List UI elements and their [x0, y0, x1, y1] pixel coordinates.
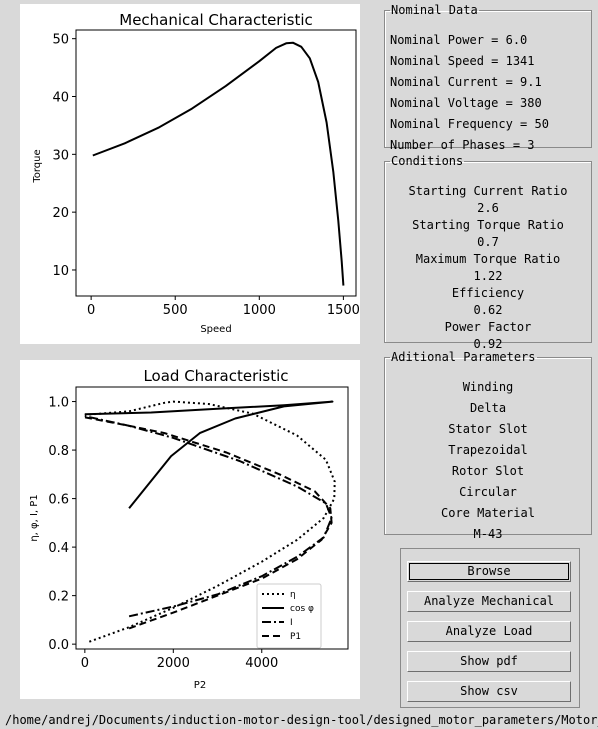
starting-current-ratio-value: 2.6 [477, 201, 499, 215]
mechanical-y-tick-label: 50 [52, 33, 69, 48]
nominal-speed: Nominal Speed = 1341 [390, 54, 535, 68]
load-x-tick-label: 2000 [157, 656, 190, 671]
browse-button[interactable]: Browse [407, 561, 571, 582]
selected-file-path: /home/andrej/Documents/induction-motor-d… [5, 713, 598, 727]
mechanical-y-tick-label: 20 [52, 206, 69, 221]
conditions-group: Conditions Starting Current Ratio 2.6 St… [384, 154, 592, 351]
stator-slot-label: Stator Slot [448, 422, 528, 436]
mechanical-y-tick-label: 30 [52, 148, 69, 163]
mechanical-characteristic-chart: Mechanical Characteristic 0 500 1000 1500 10… [32, 11, 360, 335]
nominal-data-legend: Nominal Data [391, 3, 478, 17]
load-x-axis-label: P2 [194, 680, 206, 691]
core-material-label: Core Material [441, 506, 535, 520]
mechanical-x-tick-label: 0 [87, 303, 95, 318]
mechanical-plot-panel: Mechanical Characteristic 0 500 1000 1500 10… [20, 4, 360, 344]
stator-slot-value: Trapezoidal [448, 443, 528, 457]
power-factor-label: Power Factor [444, 320, 532, 334]
load-legend: η cos φ I P1 [256, 583, 322, 649]
analyze-load-button[interactable]: Analyze Load [407, 621, 571, 642]
maximum-torque-ratio-label: Maximum Torque Ratio [415, 252, 561, 266]
starting-torque-ratio-label: Starting Torque Ratio [412, 218, 564, 232]
load-y-tick-label: 0.0 [48, 638, 69, 653]
nominal-frequency: Nominal Frequency = 50 [390, 117, 549, 131]
mechanical-x-axis-label: Speed [200, 324, 231, 335]
load-x-tick-label: 0 [81, 656, 89, 671]
winding-value: Delta [469, 401, 507, 415]
rotor-slot-value: Circular [459, 485, 517, 499]
mechanical-series-line-0 [92, 41, 345, 286]
maximum-torque-ratio-value: 1.22 [473, 269, 503, 283]
conditions-legend: Conditions [391, 154, 464, 168]
load-y-axis-label: η, φ, I, P1 [29, 494, 40, 541]
legend-cosphi-label: cos φ [290, 604, 314, 614]
mechanical-y-tick-label: 10 [52, 264, 69, 279]
load-characteristic-chart: Load Characteristic 0 2000 4000 0.0 0.2 0.4 0.… [29, 367, 349, 691]
mechanical-y-axis-label: Torque [32, 149, 43, 183]
load-y-tick-label: 1.0 [48, 396, 69, 411]
load-series-line-cos-φ [84, 400, 334, 509]
load-y-tick-label: 0.2 [48, 590, 69, 605]
load-plot-panel: Load Characteristic 0 2000 4000 0.0 0.2 0.4 0.… [20, 360, 360, 699]
power-factor-value: 0.92 [473, 337, 503, 351]
load-series-line-p1 [84, 416, 333, 630]
mechanical-x-tick-label: 1500 [327, 303, 360, 318]
mechanical-x-tick-label: 1000 [243, 303, 276, 318]
load-y-tick-label: 0.8 [48, 444, 69, 459]
additional-parameters-legend: Aditional Parameters [391, 350, 536, 364]
nominal-current: Nominal Current = 9.1 [390, 75, 542, 89]
load-chart-title: Load Characteristic [143, 367, 288, 385]
efficiency-value: 0.62 [473, 303, 503, 317]
mechanical-plot-area [75, 29, 357, 297]
load-x-tick-label: 4000 [245, 656, 278, 671]
winding-label: Winding [462, 380, 514, 394]
additional-parameters-group: Aditional Parameters Winding Delta Stato… [384, 350, 592, 541]
nominal-voltage: Nominal Voltage = 380 [390, 96, 542, 110]
starting-torque-ratio-value: 0.7 [477, 235, 499, 249]
nominal-data-group: Nominal Data Nominal Power = 6.0 Nominal… [384, 3, 592, 152]
mechanical-chart-title: Mechanical Characteristic [119, 11, 313, 29]
load-plot-area [75, 386, 349, 650]
rotor-slot-label: Rotor Slot [451, 464, 525, 478]
load-y-tick-label: 0.4 [48, 541, 69, 556]
load-series-line-η [84, 400, 336, 643]
analyze-mechanical-button[interactable]: Analyze Mechanical [407, 591, 571, 612]
mechanical-y-tick-label: 40 [52, 91, 69, 106]
load-y-tick-label: 0.6 [48, 493, 69, 508]
core-material-value: M-43 [473, 527, 503, 541]
action-buttons-frame: Browse Analyze Mechanical Analyze Load S… [400, 548, 580, 708]
show-pdf-button[interactable]: Show pdf [407, 651, 571, 672]
nominal-power: Nominal Power = 6.0 [390, 33, 528, 47]
show-csv-button[interactable]: Show csv [407, 681, 571, 702]
starting-current-ratio-label: Starting Current Ratio [408, 184, 568, 198]
efficiency-label: Efficiency [451, 286, 525, 300]
legend-current-label: I [290, 618, 293, 628]
number-of-phases: Number of Phases = 3 [390, 138, 535, 152]
legend-eta-label: η [290, 590, 296, 600]
mechanical-x-tick-label: 500 [163, 303, 188, 318]
legend-p1-label: P1 [290, 632, 301, 642]
